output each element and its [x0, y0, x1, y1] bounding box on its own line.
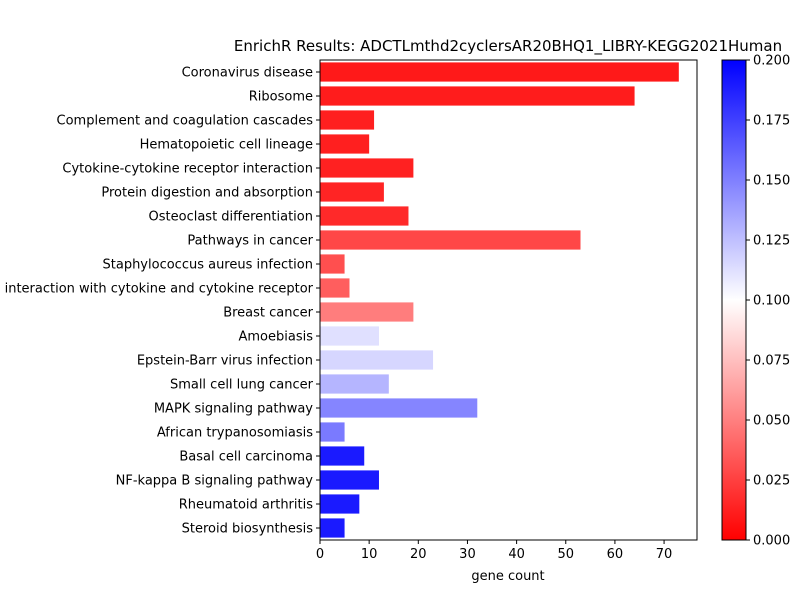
colorbar-tick-label: 0.075: [753, 354, 790, 369]
y-tick-label: Complement and coagulation cascades: [57, 114, 314, 129]
y-tick-label: Hematopoietic cell lineage: [140, 138, 313, 153]
bar: [320, 374, 389, 394]
plot-frame: [319, 59, 698, 541]
bar: [320, 110, 375, 130]
y-tick-label: African trypanosomiasis: [157, 426, 313, 441]
x-tick-label: 40: [508, 547, 525, 562]
y-tick-label: NF-kappa B signaling pathway: [116, 474, 314, 489]
bar: [320, 158, 414, 178]
colorbar-tick-label: 0.175: [753, 114, 790, 129]
y-tick-label: Osteoclast differentiation: [149, 210, 313, 225]
y-tick-label: Amoebiasis: [239, 330, 314, 345]
colorbar-ticks: 0.000 0.025 0.050 0.075 0.100 0.125 0.150 0.175…: [746, 54, 790, 549]
y-tick-label: Cytokine-cytokine receptor interaction: [62, 162, 313, 177]
y-tick-label: Pathways in cancer: [187, 234, 313, 249]
y-tick-label: Viral protein interaction with cytokine …: [0, 282, 314, 297]
bar: [320, 470, 379, 490]
y-tick-label: Ribosome: [249, 90, 313, 105]
bar: [320, 302, 414, 322]
bar: [320, 326, 379, 346]
y-tick-label: Staphylococcus aureus infection: [103, 258, 314, 273]
bar: [320, 350, 434, 370]
x-tick-label: 0: [316, 547, 324, 562]
bar: [320, 62, 679, 82]
colorbar-tick-label: 0.150: [753, 174, 790, 189]
y-tick-label: Epstein-Barr virus infection: [137, 354, 313, 369]
colorbar-tick-label: 0.100: [753, 294, 790, 309]
x-axis-label: gene count: [471, 569, 544, 584]
y-tick-label: Small cell lung cancer: [170, 378, 314, 393]
x-tick-label: 10: [361, 547, 378, 562]
bars-layer: [320, 62, 679, 538]
bar: [320, 494, 360, 514]
x-axis-ticks: 0 10 20 30 40 50 60 70: [316, 540, 672, 562]
x-tick-label: 20: [410, 547, 427, 562]
bar: [320, 398, 478, 418]
colorbar-tick-label: 0.125: [753, 234, 790, 249]
colorbar-tick-label: 0.050: [753, 414, 790, 429]
x-tick-label: 30: [459, 547, 476, 562]
bar: [320, 254, 345, 274]
colorbar: [721, 59, 747, 541]
bar: [320, 422, 345, 442]
colorbar-tick-label: 0.200: [753, 54, 790, 69]
chart-title: EnrichR Results: ADCTLmthd2cyclersAR20BH…: [234, 37, 782, 56]
bar: [320, 278, 350, 298]
bar: [320, 446, 365, 466]
y-tick-label: Breast cancer: [223, 306, 313, 321]
y-tick-label: Basal cell carcinoma: [179, 450, 313, 465]
bar: [320, 230, 581, 250]
bar: [320, 518, 345, 538]
y-tick-label: Steroid biosynthesis: [182, 522, 314, 537]
x-tick-label: 50: [557, 547, 574, 562]
y-tick-label: MAPK signaling pathway: [154, 402, 313, 417]
bar: [320, 206, 409, 226]
colorbar-tick-label: 0.000: [753, 534, 790, 549]
y-tick-labels: Coronavirus disease Ribosome Complement an…: [0, 66, 320, 537]
bar: [320, 182, 384, 202]
colorbar-tick-label: 0.025: [753, 474, 790, 489]
x-tick-label: 60: [607, 547, 624, 562]
x-tick-label: 70: [656, 547, 673, 562]
bar: [320, 86, 635, 106]
bar: [320, 134, 370, 154]
y-tick-label: Rheumatoid arthritis: [179, 498, 313, 513]
y-tick-label: Protein digestion and absorption: [101, 186, 313, 201]
y-tick-label: Coronavirus disease: [182, 66, 313, 81]
